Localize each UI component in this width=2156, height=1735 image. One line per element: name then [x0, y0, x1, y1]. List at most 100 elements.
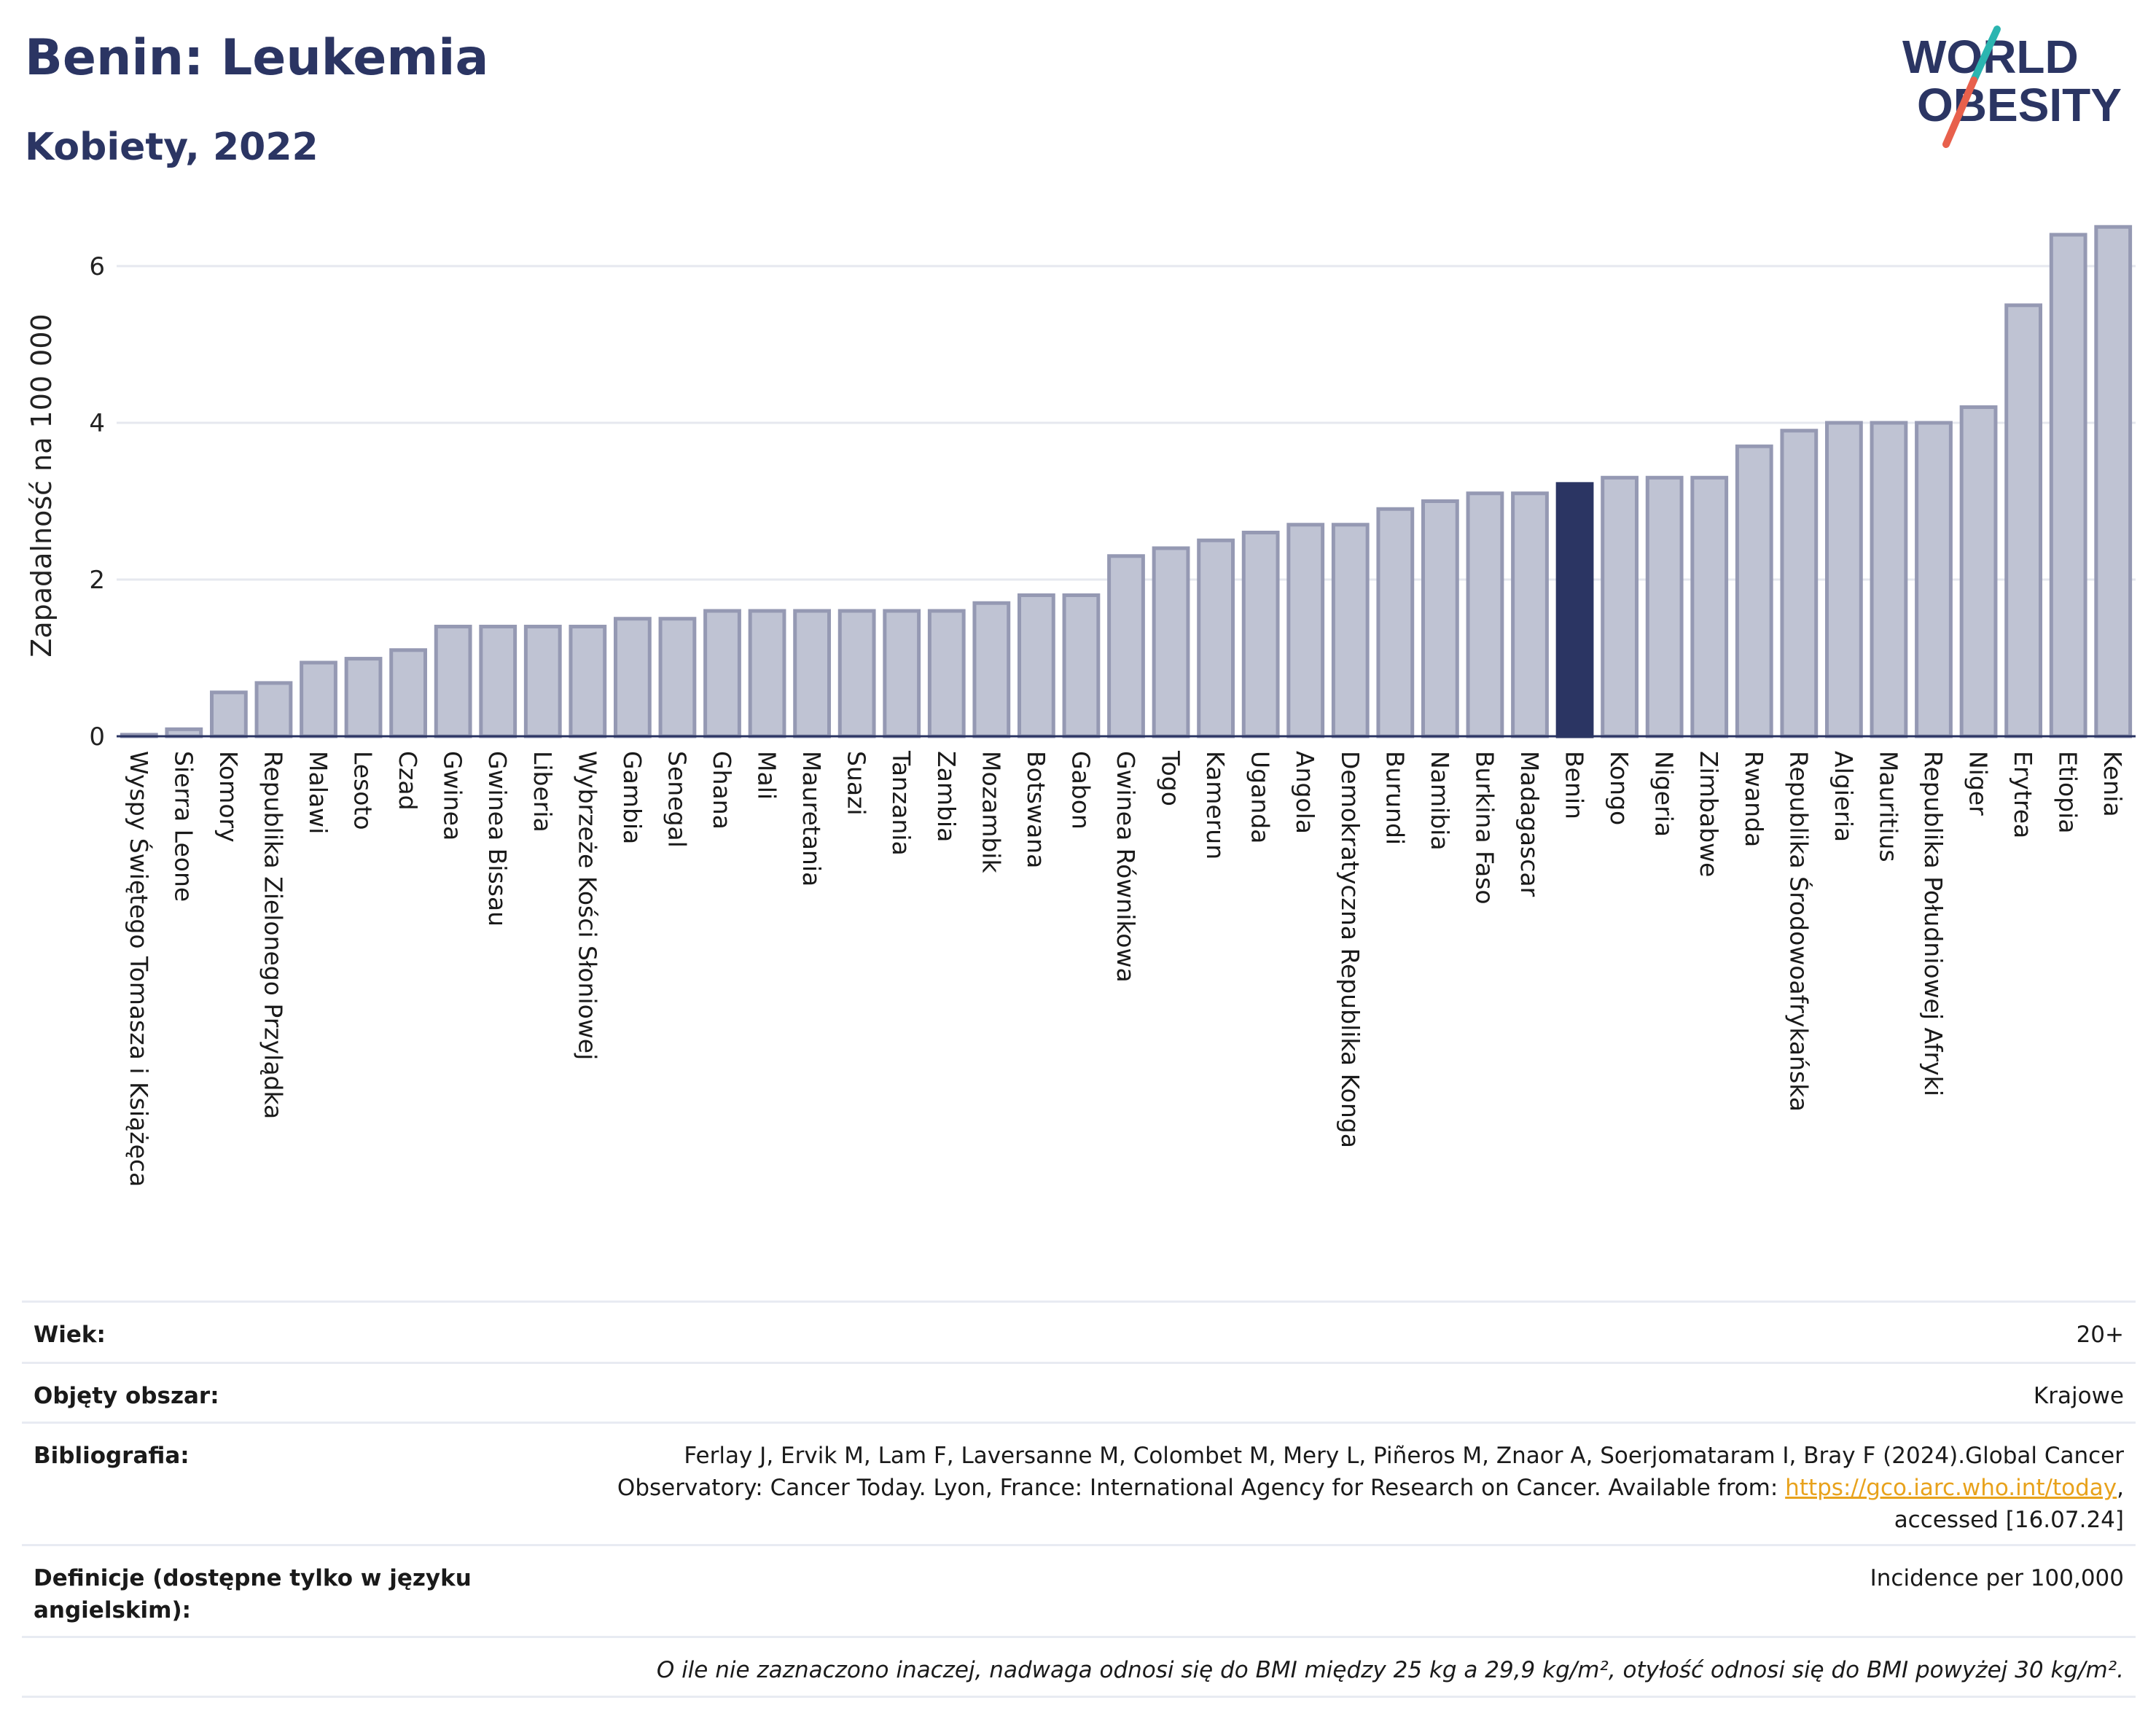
info-row-bibliography: Bibliografia: Ferlay J, Ervik M, Lam F, … [22, 1422, 2136, 1545]
x-tick-label: Suazi [843, 751, 871, 816]
info-row-area: Objęty obszar: Krajowe [22, 1362, 2136, 1422]
bar [793, 609, 832, 738]
x-tick-label: Erytrea [2009, 751, 2037, 838]
bibliography-value: Ferlay J, Ervik M, Lam F, Laversanne M, … [520, 1440, 2124, 1536]
bar [658, 617, 697, 738]
x-tick-label: Benin [1561, 751, 1589, 819]
bar [1286, 523, 1325, 738]
bar [389, 648, 428, 738]
logo-slash-bottom [1942, 77, 1977, 148]
bar [1241, 531, 1280, 738]
info-row-age: Wiek: 20+ [22, 1301, 2136, 1361]
x-tick-label: Gwinea [439, 751, 467, 841]
bar [1331, 523, 1370, 738]
bar [1959, 405, 1998, 738]
x-tick-label: Czad [394, 751, 422, 811]
bar [1511, 491, 1549, 738]
bar [479, 625, 517, 738]
x-tick-label: Mali [753, 751, 781, 800]
x-tick-label: Wyspy Świętego Tomasza i Książęca [125, 751, 154, 1187]
x-tick-label: Gambia [618, 751, 647, 844]
bibliography-label: Bibliografia: [34, 1443, 190, 1469]
x-tick-label: Wybrzeże Kości Słoniowej [573, 751, 601, 1060]
bibliography-link[interactable]: https://gco.iarc.who.int/today [1785, 1475, 2117, 1501]
x-tick-label: Republika Południowej Afryki [1919, 751, 1948, 1096]
bar [748, 609, 786, 738]
x-tick-label: Namibia [1426, 751, 1454, 851]
age-label: Wiek: [34, 1322, 106, 1348]
x-tick-label: Etiopia [2054, 751, 2082, 834]
bibliography-line2: Observatory: Cancer Today. Lyon, France:… [520, 1472, 2124, 1504]
bar [972, 601, 1011, 738]
x-tick-label: Sierra Leone [169, 751, 198, 902]
logo-line2: OBESITY [1917, 79, 2122, 131]
x-tick-label: Zimbabwe [1695, 751, 1723, 877]
bar [1690, 475, 1729, 738]
bar [1197, 538, 1235, 738]
x-tick-label: Kamerun [1201, 751, 1230, 859]
bar [1915, 421, 1953, 738]
bar [1870, 421, 1908, 738]
bar [2049, 233, 2087, 738]
bmi-note: O ile nie zaznaczono inaczej, nadwaga od… [656, 1657, 2124, 1683]
x-tick-label: Ghana [708, 751, 736, 830]
table-bottom-border [22, 1696, 2136, 1698]
x-tick-label: Angola [1291, 751, 1319, 834]
bibliography-line1: Ferlay J, Ervik M, Lam F, Laversanne M, … [684, 1443, 2124, 1469]
page-title: Benin: Leukemia [25, 29, 489, 87]
x-tick-label: Algieria [1829, 751, 1858, 842]
bar [344, 657, 383, 738]
x-tick-label: Nigeria [1650, 751, 1679, 837]
bar [1107, 554, 1145, 738]
bar [883, 609, 921, 738]
x-tick-label: Demokratyczna Republika Konga [1336, 751, 1364, 1148]
bar [1466, 491, 1504, 738]
bar [523, 625, 562, 738]
x-tick-label: Liberia [528, 751, 557, 833]
bar [2004, 303, 2043, 738]
x-tick-label: Mauretania [797, 751, 826, 886]
x-tick-label: Botswana [1022, 751, 1050, 868]
bar [1421, 499, 1459, 738]
y-tick-label: 2 [89, 566, 105, 595]
x-tick-label: Madagascar [1515, 751, 1544, 897]
bar [1645, 475, 1684, 738]
x-tick-label: Zambia [932, 751, 961, 842]
x-tick-label: Lesoto [349, 751, 378, 830]
x-tick-label: Rwanda [1740, 751, 1768, 847]
x-tick-label: Mozambik [977, 751, 1005, 873]
bar [837, 609, 876, 738]
bibliography-comma: , [2117, 1475, 2124, 1501]
info-row-definitions: Definicje (dostępne tylko w języku angie… [22, 1544, 2136, 1637]
x-tick-label: Gabon [1066, 751, 1095, 830]
definitions-value: Incidence per 100,000 [1870, 1565, 2124, 1591]
bar [1735, 444, 1773, 738]
bar [2094, 225, 2133, 738]
definitions-label: Definicje (dostępne tylko w języku angie… [34, 1565, 472, 1623]
bar [1555, 482, 1594, 738]
x-tick-label: Republika Zielonego Przylądka [259, 751, 287, 1119]
y-axis-label: Zapadalność na 100 000 [26, 313, 58, 657]
page-subtitle: Kobiety, 2022 [25, 125, 319, 169]
x-tick-label: Gwinea Bissau [483, 751, 512, 927]
area-label: Objęty obszar: [34, 1383, 219, 1409]
x-tick-label: Uganda [1246, 751, 1275, 843]
info-row-note: O ile nie zaznaczono inaczej, nadwaga od… [22, 1636, 2136, 1696]
bar [613, 617, 652, 738]
bar [434, 625, 472, 738]
x-tick-label: Burkina Faso [1470, 751, 1499, 905]
x-tick-label: Senegal [663, 751, 691, 848]
x-tick-label: Kenia [2098, 751, 2127, 817]
x-tick-label: Togo [1157, 750, 1185, 806]
bar [254, 681, 293, 738]
bar [1152, 546, 1190, 738]
logo-slash-top [1970, 26, 2001, 84]
x-tick-label: Tanzania [887, 750, 915, 856]
x-tick-label: Komory [214, 751, 243, 843]
world-obesity-logo: WORLD OBESITY [1902, 26, 2122, 148]
bar [1780, 429, 1819, 738]
area-value: Krajowe [2033, 1383, 2124, 1409]
bar [569, 625, 607, 738]
x-tick-label: Gwinea Równikowa [1112, 751, 1140, 983]
bar [209, 690, 248, 738]
